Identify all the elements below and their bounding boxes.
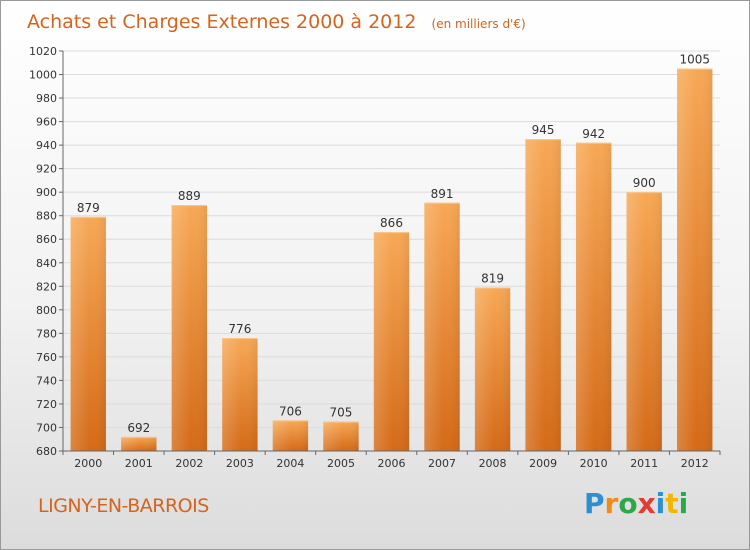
- chart-title: Achats et Charges Externes 2000 à 2012 (…: [27, 11, 526, 33]
- logo-letter: r: [604, 487, 619, 520]
- logo-letter: t: [665, 487, 679, 520]
- bar-shine-2007: [424, 202, 460, 451]
- axes: [62, 51, 720, 452]
- x-tick-label: 2012: [681, 457, 709, 470]
- x-tick-label: 2003: [226, 457, 254, 470]
- bar-shine-2008: [474, 287, 511, 451]
- y-tick-label: 960: [36, 116, 57, 129]
- bar-shine-2011: [626, 192, 662, 452]
- x-tick-label: 2010: [580, 457, 608, 470]
- y-tick-label: 1000: [29, 69, 57, 82]
- logo-letter: P: [584, 487, 605, 520]
- x-tick-label: 2001: [125, 457, 153, 470]
- y-tick-label: 940: [36, 139, 57, 152]
- y-axis-ticks: 680 700 720 740 760 780 800 820 840 860 880 900 920 9…: [29, 45, 63, 458]
- value-label-2005: 705: [330, 406, 353, 420]
- proxiti-logo: Proxiti: [584, 487, 688, 520]
- bar-shine-2006: [373, 232, 410, 451]
- y-tick-label: 680: [36, 445, 57, 458]
- value-labels: 879 692 889 776 706 705 866 891 819 945 942 900 1005: [77, 53, 710, 435]
- value-label-2010: 942: [582, 127, 605, 141]
- bar-shine-2012: [677, 68, 713, 451]
- bar-shine-2003: [222, 338, 258, 451]
- y-tick-label: 840: [36, 257, 57, 270]
- y-tick-label: 740: [36, 374, 57, 387]
- logo-letter: i: [655, 487, 666, 520]
- bar-shine-2010: [575, 142, 612, 451]
- y-tick-label: 860: [36, 233, 57, 246]
- value-label-2008: 819: [481, 271, 504, 285]
- x-tick-label: 2004: [276, 457, 304, 470]
- bar-shine-2004: [272, 420, 309, 451]
- bar-shine-2001: [121, 436, 157, 451]
- value-label-2004: 706: [279, 404, 302, 418]
- x-tick-label: 2005: [327, 457, 355, 470]
- logo-letter: i: [678, 487, 689, 520]
- x-tick-label: 2000: [74, 457, 102, 470]
- x-tick-label: 2006: [378, 457, 406, 470]
- bars: [70, 68, 713, 452]
- y-tick-label: 820: [36, 280, 57, 293]
- bar-shine-2000: [70, 216, 106, 451]
- value-label-2011: 900: [633, 176, 656, 190]
- commune-name: LIGNY-EN-BARROIS: [38, 495, 209, 517]
- x-tick-label: 2007: [428, 457, 456, 470]
- value-label-2001: 692: [127, 421, 150, 435]
- x-tick-label: 2011: [630, 457, 658, 470]
- bar-shine-2005: [323, 421, 359, 451]
- value-label-2012: 1005: [679, 53, 710, 67]
- logo-letter: o: [618, 487, 638, 520]
- logo-letter: x: [637, 487, 656, 520]
- y-tick-label: 800: [36, 304, 57, 317]
- x-tick-label: 2002: [175, 457, 203, 470]
- x-tick-label: 2008: [479, 457, 507, 470]
- y-tick-label: 720: [36, 398, 57, 411]
- y-tick-label: 880: [36, 210, 57, 223]
- y-tick-label: 980: [36, 92, 57, 105]
- y-tick-label: 700: [36, 421, 57, 434]
- x-tick-label: 2009: [529, 457, 557, 470]
- bar-shine-2002: [171, 205, 208, 451]
- y-tick-label: 760: [36, 351, 57, 364]
- value-label-2003: 776: [228, 322, 251, 336]
- value-label-2002: 889: [178, 189, 201, 203]
- value-label-2009: 945: [532, 123, 555, 137]
- x-axis-labels: 2000 2001 2002 2003 2004 2005 2006 2007 2008 2009…: [62, 451, 721, 470]
- y-tick-label: 1020: [29, 45, 57, 58]
- y-tick-label: 920: [36, 163, 57, 176]
- bar-shine-2009: [525, 139, 561, 451]
- y-tick-label: 780: [36, 327, 57, 340]
- value-label-2006: 866: [380, 216, 403, 230]
- y-tick-label: 900: [36, 186, 57, 199]
- value-label-2000: 879: [77, 201, 100, 215]
- value-label-2007: 891: [431, 187, 454, 201]
